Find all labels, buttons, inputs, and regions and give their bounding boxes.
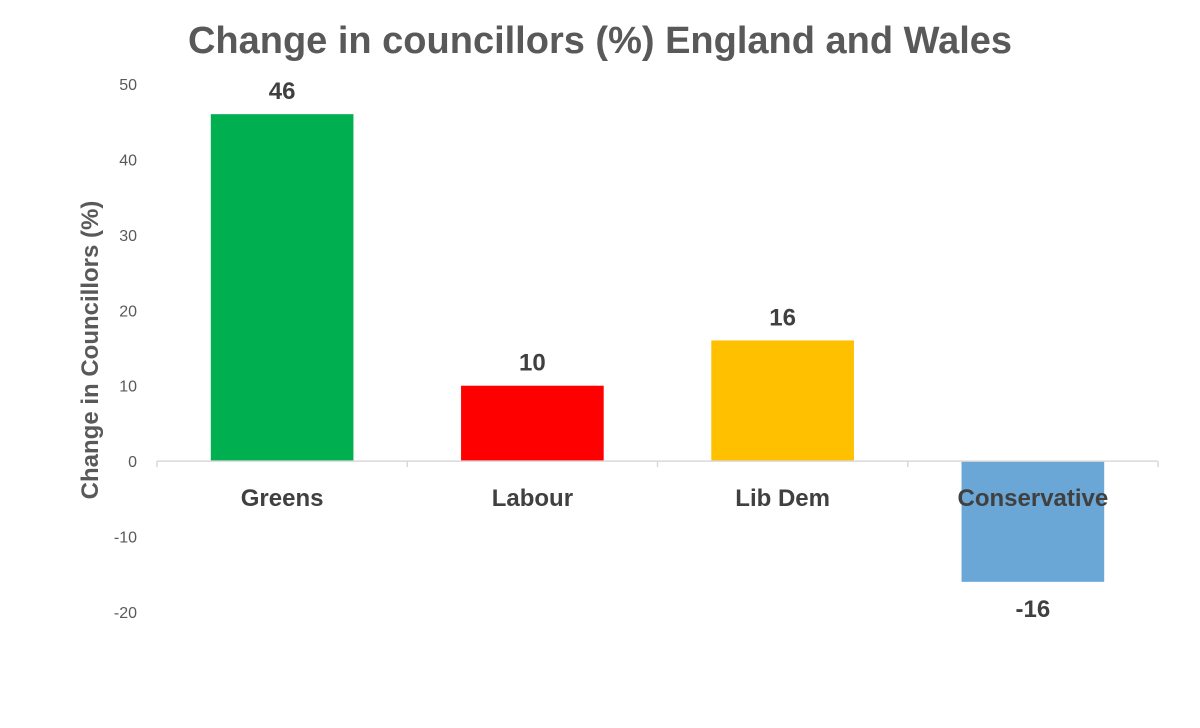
category-label: Conservative xyxy=(958,485,1109,512)
y-axis-label: Change in Councillors (%) xyxy=(77,201,104,500)
y-tick-label: 10 xyxy=(119,379,137,396)
bar-labour xyxy=(461,385,604,462)
y-tick-label: -10 xyxy=(114,530,137,547)
bar-lib-dem xyxy=(711,340,854,462)
data-labels: 46 10 16 -16 xyxy=(269,78,1050,623)
data-label: 10 xyxy=(519,350,546,377)
bar-greens xyxy=(210,114,354,462)
x-tick-marks xyxy=(156,461,1159,468)
y-tick-label: 20 xyxy=(119,303,137,320)
y-tick-labels: 50 40 30 20 10 0 -10 -20 xyxy=(114,77,137,622)
y-tick-label: 50 xyxy=(119,77,137,94)
category-label: Labour xyxy=(492,485,573,512)
y-tick-label: 40 xyxy=(119,152,137,169)
bars xyxy=(210,114,1105,582)
data-label: 16 xyxy=(769,304,796,331)
chart-title: Change in councillors (%) England and Wa… xyxy=(188,20,1012,62)
data-label: 46 xyxy=(269,78,296,105)
y-tick-label: 30 xyxy=(119,228,137,245)
bar-conservative xyxy=(961,461,1105,582)
category-label: Greens xyxy=(241,485,324,512)
category-label: Lib Dem xyxy=(735,485,830,512)
y-tick-label: -20 xyxy=(114,605,137,622)
y-tick-label: 0 xyxy=(128,454,137,471)
category-labels: Greens Labour Lib Dem Conservative xyxy=(241,485,1108,512)
data-label: -16 xyxy=(1016,596,1051,623)
